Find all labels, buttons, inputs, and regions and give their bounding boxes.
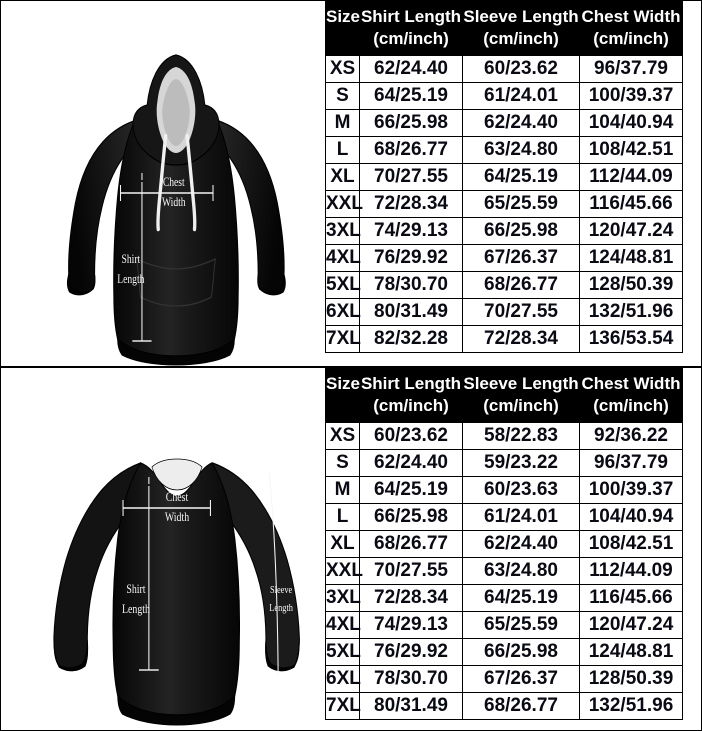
svg-text:Width: Width <box>165 511 189 525</box>
svg-text:Length: Length <box>269 602 293 614</box>
svg-text:Shirt: Shirt <box>126 583 146 597</box>
svg-text:Chest: Chest <box>163 176 186 190</box>
svg-text:Sleeve: Sleeve <box>270 584 292 596</box>
svg-text:Length: Length <box>117 273 144 287</box>
svg-text:Chest: Chest <box>166 491 189 505</box>
svg-text:Shirt: Shirt <box>122 253 141 267</box>
svg-text:Length: Length <box>122 603 150 617</box>
svg-text:Width: Width <box>162 196 186 210</box>
